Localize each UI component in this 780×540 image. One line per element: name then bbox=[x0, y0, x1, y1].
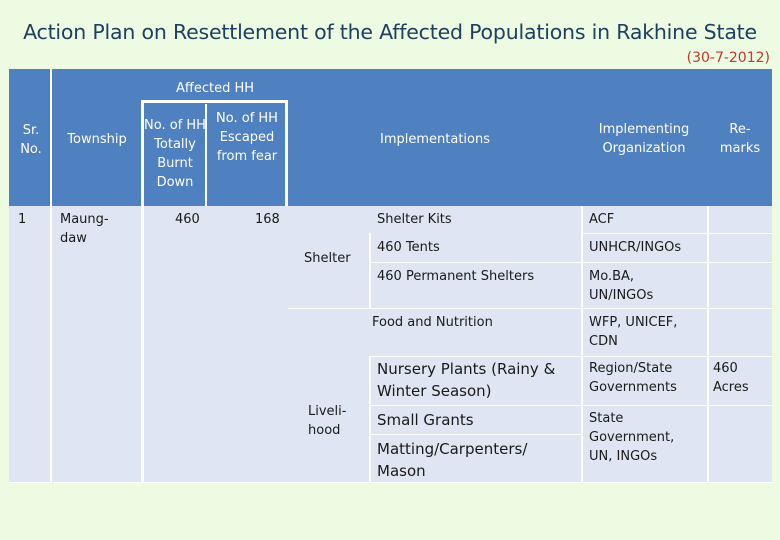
impl-food-nutrition: Food and Nutrition bbox=[372, 315, 493, 330]
vline-1 bbox=[50, 69, 52, 483]
vline-8 bbox=[369, 356, 371, 483]
cell-escaped: 168 bbox=[255, 212, 280, 227]
hline-bottom bbox=[9, 482, 772, 483]
body-left-area bbox=[9, 206, 371, 483]
cell-sr-no: 1 bbox=[18, 212, 27, 227]
hline-c bbox=[288, 308, 772, 309]
header-escaped: No. of HH Escaped from fear bbox=[208, 108, 286, 166]
org-food-nutrition: WFP, UNICEF, CDN bbox=[589, 315, 678, 349]
hline-d bbox=[371, 356, 772, 357]
header-sr-no: Sr. No. bbox=[13, 118, 49, 162]
org-shelter-kits: ACF bbox=[589, 212, 615, 227]
hline-a bbox=[583, 233, 772, 234]
header-remarks: Re- marks bbox=[712, 118, 768, 160]
vline-4 bbox=[285, 100, 288, 206]
org-permanent-shelters: Mo.BA, UN/INGOs bbox=[589, 269, 654, 303]
impl-nursery-plants: Nursery Plants (Rainy & Winter Season) bbox=[377, 360, 556, 400]
impl-permanent-shelters: 460 Permanent Shelters bbox=[377, 269, 535, 284]
group-shelter: Shelter bbox=[304, 251, 351, 266]
org-tents: UNHCR/INGOs bbox=[589, 240, 682, 255]
cell-township: Maung- daw bbox=[60, 212, 109, 246]
vline-3 bbox=[205, 104, 207, 206]
header-affected-hh: Affected HH bbox=[143, 77, 287, 99]
vline-5 bbox=[581, 206, 583, 483]
hline-b bbox=[371, 262, 772, 263]
org-nursery: Region/State Governments bbox=[589, 361, 677, 395]
header-burnt: No. of HH Totally Burnt Down bbox=[144, 106, 206, 202]
vline-2 bbox=[141, 100, 144, 483]
body-right-area bbox=[371, 206, 772, 483]
vline-6 bbox=[707, 206, 709, 483]
vline-7 bbox=[369, 233, 371, 308]
org-small-grants: State Government, UN, INGOs bbox=[589, 411, 675, 464]
hline-affected bbox=[142, 100, 288, 103]
cell-burnt: 460 bbox=[175, 212, 200, 227]
hline-f bbox=[371, 434, 581, 435]
header-organization: Implementing Organization bbox=[582, 118, 706, 160]
impl-matting: Matting/Carpenters/ Mason bbox=[377, 440, 528, 480]
impl-small-grants: Small Grants bbox=[377, 411, 474, 429]
impl-tents: 460 Tents bbox=[377, 240, 440, 255]
group-livelihood: Liveli- hood bbox=[308, 404, 347, 438]
header-township: Township bbox=[55, 128, 139, 150]
remarks-nursery: 460 Acres bbox=[713, 361, 749, 395]
header-implementations: Implementations bbox=[330, 128, 540, 150]
impl-shelter-kits: Shelter Kits bbox=[377, 212, 452, 227]
hline-e bbox=[371, 405, 772, 406]
date-label: (30-7-2012) bbox=[686, 50, 770, 66]
page-title: Action Plan on Resettlement of the Affec… bbox=[23, 20, 757, 44]
